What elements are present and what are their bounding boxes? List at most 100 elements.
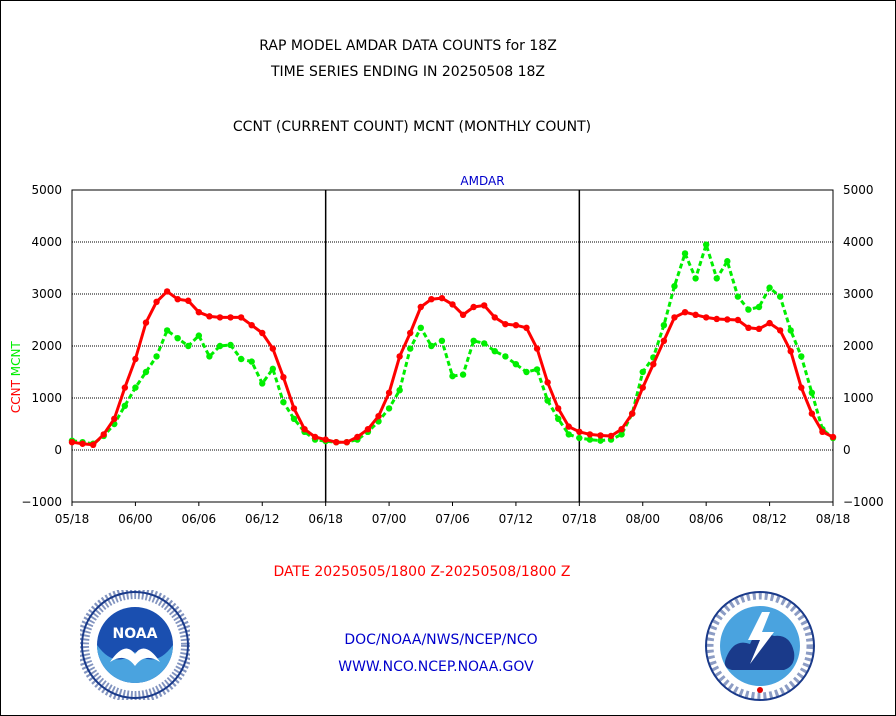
point-ccnt-33: [417, 303, 424, 311]
y-tick-right-4000: 4000: [843, 235, 874, 249]
point-ccnt-58: [681, 309, 689, 316]
point-ccnt-56: [660, 337, 668, 344]
point-ccnt-43: [523, 324, 530, 331]
y-tick-right--1000: −1000: [843, 495, 884, 509]
point-ccnt-47: [565, 423, 572, 430]
point-ccnt-18: [259, 329, 266, 337]
point-mcnt-69: [798, 353, 805, 360]
point-ccnt-62: [724, 316, 731, 323]
y-tick-left-5000: 5000: [31, 183, 62, 197]
x-tick-label-0: 05/18: [55, 512, 90, 526]
point-mcnt-62: [724, 258, 731, 265]
point-ccnt-72: [829, 433, 837, 441]
point-mcnt-57: [671, 283, 678, 290]
x-tick-label-12: 08/18: [816, 512, 851, 526]
point-mcnt-65: [755, 303, 763, 311]
point-ccnt-30: [385, 389, 393, 396]
point-ccnt-31: [396, 353, 403, 360]
y-axis-label: CCNT MCNT: [9, 341, 23, 414]
point-ccnt-39: [481, 302, 488, 309]
point-mcnt-16: [237, 355, 245, 363]
point-ccnt-22: [301, 426, 308, 433]
point-ccnt-63: [734, 316, 742, 324]
point-ccnt-12: [195, 309, 203, 316]
point-mcnt-40: [491, 348, 498, 355]
point-ccnt-27: [354, 433, 361, 441]
point-ccnt-41: [502, 320, 509, 328]
point-ccnt-51: [607, 432, 615, 440]
y-tick-right-5000: 5000: [843, 183, 874, 197]
point-ccnt-45: [544, 379, 551, 386]
y-tick-left-2000: 2000: [31, 339, 62, 353]
x-tick-label-1: 06/00: [118, 512, 153, 526]
point-mcnt-59: [692, 275, 699, 282]
point-ccnt-14: [216, 314, 224, 321]
point-mcnt-32: [407, 345, 414, 352]
series-line-ccnt: [71, 289, 834, 447]
point-mcnt-6: [132, 384, 139, 391]
point-ccnt-28: [364, 426, 372, 433]
point-mcnt-41: [502, 353, 509, 360]
point-mcnt-11: [185, 342, 192, 350]
point-mcnt-52: [618, 431, 625, 438]
point-ccnt-37: [459, 311, 467, 318]
point-ccnt-15: [227, 314, 234, 321]
x-tick-label-11: 08/12: [752, 512, 787, 526]
point-ccnt-5: [121, 384, 129, 391]
y-tick-left-1000: 1000: [31, 391, 62, 405]
point-mcnt-37: [459, 371, 467, 378]
point-mcnt-15: [227, 341, 234, 349]
point-ccnt-17: [248, 322, 255, 329]
point-ccnt-1: [79, 440, 86, 447]
point-ccnt-57: [671, 314, 678, 321]
point-mcnt-5: [121, 402, 129, 409]
point-ccnt-61: [713, 315, 720, 323]
point-mcnt-66: [766, 284, 773, 291]
title-line-2: TIME SERIES ENDING IN 20250508 18Z: [271, 64, 545, 80]
point-ccnt-19: [269, 345, 277, 352]
x-tick-label-8: 07/18: [562, 512, 597, 526]
point-ccnt-67: [776, 327, 784, 334]
svg-text:NOAA: NOAA: [113, 626, 158, 642]
x-tick-label-7: 07/12: [499, 512, 534, 526]
point-ccnt-13: [206, 313, 213, 320]
y-tick-right-0: 0: [843, 443, 851, 457]
point-ccnt-25: [333, 439, 340, 446]
subtitle: CCNT (CURRENT COUNT) MCNT (MONTHLY COUNT…: [232, 119, 592, 135]
point-mcnt-14: [216, 342, 224, 350]
point-ccnt-38: [470, 303, 477, 311]
nws-logo: [705, 591, 815, 701]
point-mcnt-38: [470, 337, 477, 344]
point-ccnt-49: [586, 431, 594, 438]
point-mcnt-39: [481, 340, 488, 347]
point-ccnt-64: [745, 324, 752, 331]
point-ccnt-36: [449, 301, 456, 308]
point-ccnt-21: [290, 405, 298, 412]
point-ccnt-70: [808, 410, 816, 417]
point-mcnt-68: [787, 327, 794, 334]
point-ccnt-8: [153, 298, 160, 305]
point-mcnt-58: [681, 250, 689, 257]
point-mcnt-43: [523, 368, 530, 376]
point-ccnt-65: [755, 325, 763, 333]
point-mcnt-70: [808, 389, 816, 396]
point-mcnt-56: [660, 322, 668, 329]
point-mcnt-60: [702, 241, 710, 248]
y-tick-right-2000: 2000: [843, 339, 874, 353]
org-line-2: WWW.NCO.NCEP.NOAA.GOV: [338, 659, 534, 675]
date-range: DATE 20250505/1800 Z-20250508/1800 Z: [273, 564, 571, 580]
point-ccnt-10: [174, 296, 181, 303]
noaa-logo: NOAA: [80, 590, 190, 700]
point-ccnt-50: [597, 432, 604, 439]
point-ccnt-59: [692, 311, 699, 318]
point-ccnt-11: [185, 297, 192, 304]
point-ccnt-34: [428, 296, 435, 303]
point-ccnt-68: [787, 348, 794, 355]
point-mcnt-19: [269, 365, 277, 373]
point-mcnt-13: [206, 353, 213, 360]
point-ccnt-69: [798, 384, 805, 391]
point-mcnt-36: [449, 372, 456, 380]
point-mcnt-10: [174, 335, 181, 342]
point-ccnt-44: [533, 345, 541, 352]
